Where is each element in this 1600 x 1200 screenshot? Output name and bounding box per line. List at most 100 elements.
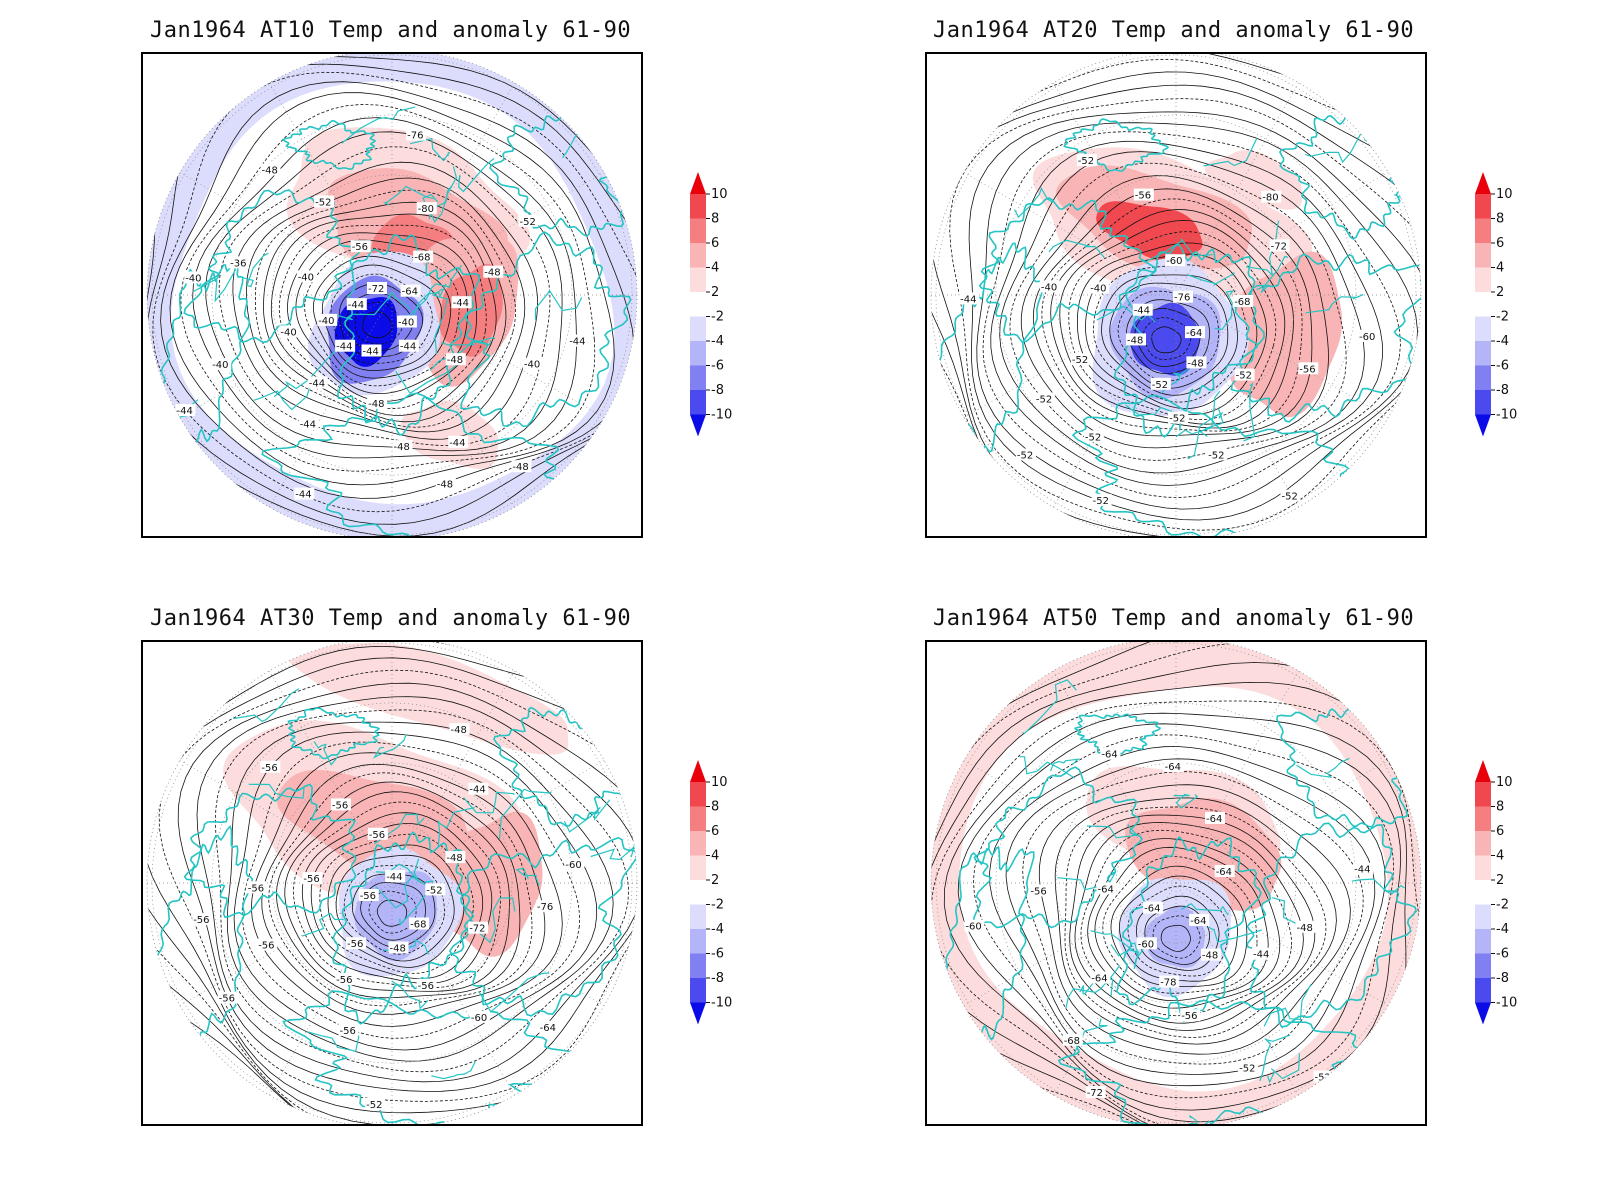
contour-label: -52 bbox=[1236, 371, 1252, 382]
contour-label: -56 bbox=[261, 763, 277, 774]
colorbar-arrow-bottom bbox=[690, 1002, 706, 1025]
contour-label: -36 bbox=[230, 258, 246, 269]
contour-label: -48 bbox=[512, 462, 528, 473]
contour-label: -44 bbox=[348, 300, 364, 311]
temperature-contour bbox=[1142, 317, 1192, 360]
contour-label: -56 bbox=[1299, 364, 1315, 375]
contour-label: -56 bbox=[258, 941, 274, 952]
contour-label-bg bbox=[1090, 971, 1111, 984]
colorbar-arrow-top bbox=[690, 760, 706, 782]
colorbar-band bbox=[1475, 782, 1491, 807]
warm-anomaly bbox=[276, 769, 470, 879]
colorbar-band bbox=[1475, 806, 1491, 831]
meridian-gridline bbox=[1175, 670, 1299, 884]
contour-label-bg bbox=[1076, 154, 1097, 167]
meridian-gridline bbox=[391, 760, 605, 884]
colorbar-band bbox=[1475, 390, 1491, 415]
contour-label-bg bbox=[365, 1098, 386, 1110]
colorbar-arrow-top bbox=[1475, 760, 1491, 782]
contour-label-bg bbox=[335, 973, 356, 985]
contour-label: -60 bbox=[565, 860, 581, 871]
contour-label: -60 bbox=[965, 922, 981, 933]
country-border bbox=[1065, 965, 1121, 1009]
meridian-gridline bbox=[1175, 760, 1389, 884]
colorbar-tick-label: 10 bbox=[711, 187, 728, 202]
contour-label-bg bbox=[1186, 356, 1207, 369]
contour-label-bg bbox=[1015, 448, 1036, 461]
coastline bbox=[183, 783, 357, 919]
contour-label-bg bbox=[1096, 882, 1117, 895]
contour-label-bg bbox=[538, 1020, 559, 1033]
coastline bbox=[1113, 243, 1265, 438]
temperature-contour bbox=[295, 239, 468, 394]
contour-label: -56 bbox=[248, 883, 264, 894]
temperature-contour bbox=[169, 92, 615, 486]
colorbar: 10 8 6 4 2 -2 -4 -6 -8 -10 bbox=[690, 172, 732, 437]
contour-label: -68 bbox=[414, 253, 430, 264]
coastline bbox=[282, 120, 377, 171]
meridian-gridline bbox=[963, 882, 1177, 1006]
colorbar-tick-label: -6 bbox=[1496, 359, 1509, 374]
meridian-gridline bbox=[391, 82, 515, 296]
contour-label: -48 bbox=[262, 166, 278, 177]
temperature-contour bbox=[214, 709, 630, 1073]
warm-anomaly bbox=[400, 400, 499, 469]
panel-title: Jan1964 AT20 Temp and anomaly 61-90 bbox=[933, 18, 1415, 43]
colorbar-band bbox=[690, 855, 706, 880]
contour-label-bg bbox=[1298, 362, 1319, 375]
panel-title: Jan1964 AT30 Temp and anomaly 61-90 bbox=[150, 606, 632, 631]
meridian-gridline bbox=[963, 760, 1177, 884]
contour-label-bg bbox=[346, 937, 366, 950]
temperature-contour bbox=[1087, 838, 1281, 1009]
temperature-contour bbox=[931, 71, 1421, 536]
contour-label: -40 bbox=[298, 272, 314, 283]
contour-label-bg bbox=[1234, 368, 1255, 381]
temperature-contour bbox=[1077, 242, 1267, 415]
contour-label-bg bbox=[307, 376, 328, 389]
temperature-contour bbox=[1022, 771, 1364, 1065]
colorbar-tick-label: 2 bbox=[1496, 285, 1504, 300]
temperature-contour bbox=[343, 864, 445, 955]
contour-label-bg bbox=[367, 827, 388, 840]
contour-label: -56 bbox=[336, 975, 352, 986]
country-border bbox=[1243, 382, 1256, 442]
temperature-contour bbox=[972, 734, 1395, 1099]
country-border bbox=[301, 912, 344, 937]
meridian-gridline bbox=[1053, 82, 1177, 296]
anomaly-ring bbox=[931, 642, 1421, 1124]
country-border bbox=[375, 876, 429, 909]
colorbar-band bbox=[1475, 218, 1491, 243]
contour-label: -44 bbox=[400, 342, 416, 353]
contour-label: -40 bbox=[280, 327, 296, 338]
contour-label: -64 bbox=[1098, 884, 1114, 895]
coastline bbox=[933, 242, 1045, 462]
country-border bbox=[1050, 758, 1080, 772]
contour-label-bg bbox=[468, 782, 489, 795]
contour-label: -60 bbox=[1138, 939, 1154, 950]
contour-label-bg bbox=[350, 240, 371, 253]
contour-label-bg bbox=[568, 334, 589, 347]
colorbar-arrow-bottom bbox=[690, 414, 706, 437]
temperature-contour bbox=[270, 213, 497, 416]
colorbar-tick-label: -8 bbox=[1496, 971, 1509, 986]
contour-label-bg bbox=[392, 440, 413, 453]
temperature-contour bbox=[360, 881, 426, 941]
contour-label-bg bbox=[302, 872, 323, 885]
colorbar-band bbox=[1475, 341, 1491, 366]
cold-anomaly bbox=[1130, 302, 1201, 376]
colorbar-tick-label: 2 bbox=[711, 873, 719, 888]
colorbar-band bbox=[1475, 929, 1491, 954]
contour-label-bg bbox=[483, 265, 504, 278]
colorbar-band bbox=[1475, 243, 1491, 268]
contour-label: -68 bbox=[1064, 1036, 1080, 1047]
meridian-gridline bbox=[391, 670, 515, 884]
country-border bbox=[1057, 871, 1117, 891]
country-border bbox=[1305, 133, 1362, 164]
temperature-contour bbox=[1135, 895, 1220, 971]
contour-label: -52 bbox=[315, 198, 331, 209]
contour-label: -52 bbox=[1282, 492, 1298, 503]
temperature-contour bbox=[310, 823, 484, 980]
contour-label-bg bbox=[346, 298, 367, 311]
contour-label: -64 bbox=[1206, 814, 1222, 825]
country-border bbox=[457, 157, 495, 193]
